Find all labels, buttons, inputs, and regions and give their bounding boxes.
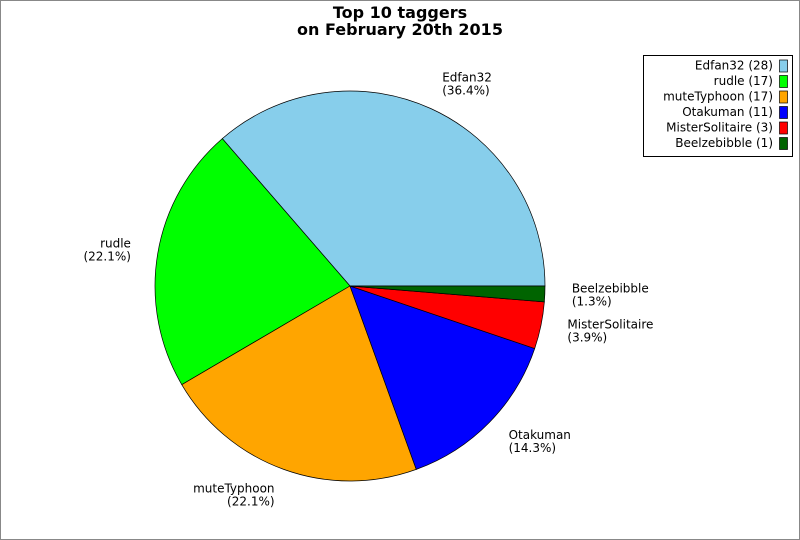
legend-label: rudle (17) xyxy=(714,74,773,88)
slice-label: rudle xyxy=(100,236,131,250)
legend-label: Beelzebibble (1) xyxy=(675,136,773,150)
slice-value-label: (1.3%) xyxy=(572,295,612,309)
pie-slice xyxy=(221,90,546,287)
pie-slice xyxy=(349,285,546,303)
legend-label: muteTyphoon (17) xyxy=(663,90,773,104)
pie-slice xyxy=(349,285,536,470)
slice-value-label: (36.4%) xyxy=(442,84,489,98)
legend-swatch xyxy=(779,90,788,104)
legend-swatch xyxy=(779,121,788,135)
chart-title: Top 10 taggers xyxy=(333,3,467,22)
pie-slice xyxy=(181,285,417,482)
legend-swatch xyxy=(779,75,788,88)
slice-label: Edfan32 xyxy=(442,71,492,85)
slice-label: MisterSolitaire xyxy=(567,317,653,331)
slice-label: muteTyphoon xyxy=(193,481,274,495)
legend-label: Edfan32 (28) xyxy=(695,59,773,73)
slice-label: Otakuman xyxy=(509,428,571,442)
slice-value-label: (22.1%) xyxy=(227,494,274,508)
slice-value-label: (22.1%) xyxy=(83,249,130,263)
slice-value-label: (3.9%) xyxy=(567,330,607,344)
legend-label: Otakuman (11) xyxy=(682,105,773,119)
legend-swatch xyxy=(779,106,788,119)
slice-value-label: (14.3%) xyxy=(509,441,556,455)
legend-swatch xyxy=(779,137,788,150)
pie-slice xyxy=(154,138,351,386)
slice-label: Beelzebibble xyxy=(572,282,649,296)
chart-subtitle: on February 20th 2015 xyxy=(297,20,503,39)
legend-label: MisterSolitaire (3) xyxy=(666,121,773,135)
legend-box xyxy=(643,55,793,157)
legend-swatch xyxy=(779,59,788,73)
